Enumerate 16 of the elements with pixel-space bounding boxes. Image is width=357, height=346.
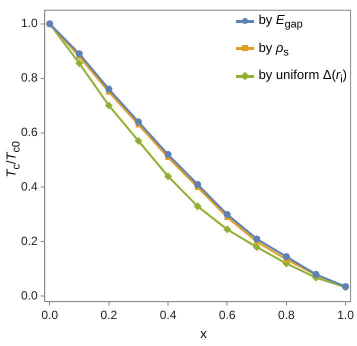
x-tick-label: 0.0: [41, 308, 58, 322]
x-axis-title: x: [199, 326, 208, 341]
x-tick-label: 0.8: [278, 308, 296, 322]
x-tick-label: 1.0: [337, 308, 354, 322]
legend-label: by ρ$_{s}$: [258, 40, 289, 58]
y-tick-label: 0.6: [20, 125, 38, 140]
y-tick-label: 0.0: [20, 288, 38, 302]
x-tick-label: 0.6: [218, 308, 236, 322]
legend-label: by E$_{gap}$: [258, 12, 303, 31]
y-tick-label: 0.8: [20, 70, 38, 85]
x-tick-label: 0.2: [100, 308, 118, 322]
y-tick-label: 1.0: [20, 16, 38, 30]
y-tick-label: 0.4: [20, 180, 38, 194]
legend-label: by uniform Δ(r$_{i}$): [258, 67, 347, 86]
x-tick-label: 0.4: [160, 308, 177, 322]
y-tick-label: 0.2: [20, 234, 38, 248]
